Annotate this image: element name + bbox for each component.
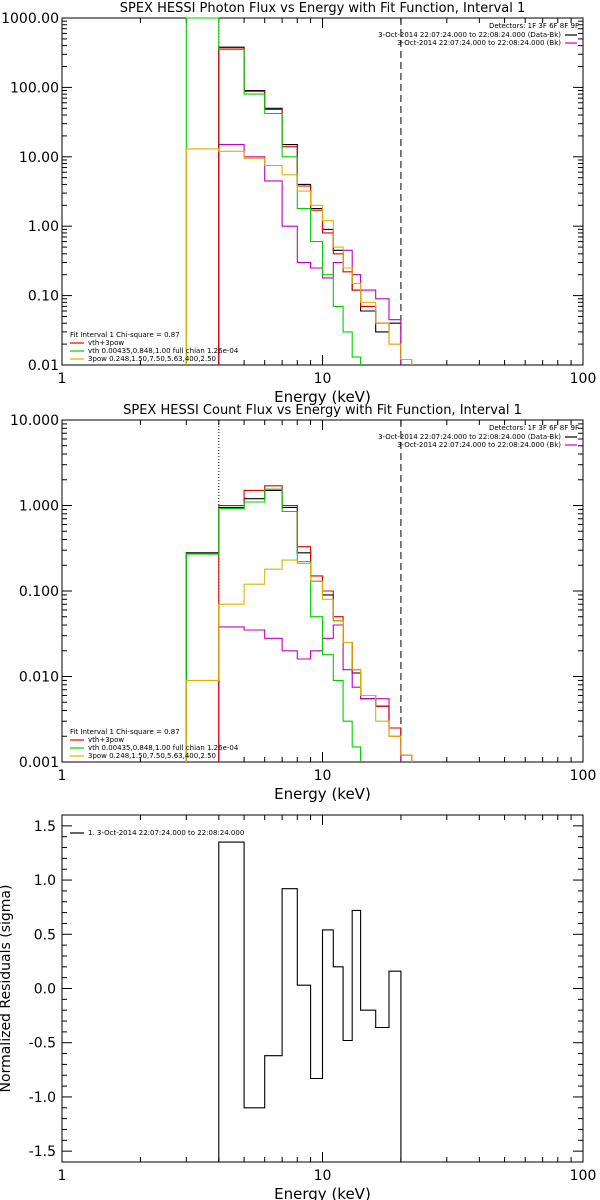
x-tick-label: 100 — [570, 1168, 597, 1184]
series-line-3 — [185, 17, 362, 365]
y-tick-label: -1.5 — [29, 1144, 56, 1160]
legend-top-entry: 3-Oct-2014 22:07:24.000 to 22:08:24.000 … — [378, 433, 561, 441]
x-tick-label: 10 — [314, 371, 332, 387]
plot-frame — [61, 17, 584, 366]
legend-entry: 1. 3-Oct-2014 22:07:24.000 to 22:08:24.0… — [88, 829, 244, 837]
x-tick-label: 1 — [58, 768, 67, 784]
y-tick-label: 0.010 — [19, 670, 59, 686]
legend-top-entry: 3-Oct-2014 22:07:24.000 to 22:08:24.000 … — [397, 441, 561, 449]
series-line-2 — [218, 47, 413, 365]
x-tick-label: 100 — [570, 768, 597, 784]
y-tick-label: 1.5 — [34, 819, 56, 835]
series-line-4 — [185, 148, 413, 365]
residuals-panel: 1 10 100 Energy (keV) 1.5 1.0 0.5 0.0 -0.5 -1.0 -1… — [0, 814, 597, 1200]
y-tick-label: 0.01 — [28, 358, 59, 374]
legend-bottom-entry: vth+3pow — [88, 736, 124, 744]
legend-bottom-entry: vth 0.00435,0.848,1.00 full chian 1.26e-… — [88, 744, 239, 752]
x-tick-label: 10 — [314, 1168, 332, 1184]
series-line-3 — [185, 488, 362, 762]
chart-title: SPEX HESSI Count Flux vs Energy with Fit… — [123, 403, 522, 418]
y-tick-label: 0.10 — [28, 289, 59, 305]
y-tick-label: 0.100 — [19, 584, 59, 600]
series-line-0 — [218, 841, 402, 1162]
y-tick-label: 0.5 — [34, 927, 56, 943]
x-tick-label: 1 — [58, 371, 67, 387]
legend-top-header: Detectors: 1F 3F 6F 8F 9F — [489, 424, 579, 432]
legend-bottom-header: Fit Interval 1 Chi-square = 0.87 — [70, 728, 180, 736]
legend-top-header: Detectors: 1F 3F 6F 8F 9F — [489, 22, 579, 30]
series-line-1 — [218, 144, 402, 365]
y-tick-label: 0.0 — [34, 982, 56, 998]
photon-flux-panel: SPEX HESSI Photon Flux vs Energy with Fi… — [1, 1, 596, 406]
x-axis-label: Energy (keV) — [274, 388, 371, 406]
y-tick-label: 10.000 — [10, 413, 59, 429]
y-tick-label: -0.5 — [29, 1036, 56, 1052]
y-tick-label: 1.0 — [34, 873, 56, 889]
chart-title: SPEX HESSI Photon Flux vs Energy with Fi… — [120, 1, 526, 16]
legend-bottom-entry: 3pow 0.248,1.50,7.50,5.63,400,2.50 — [88, 752, 216, 760]
legend-top-entry: 3-Oct-2014 22:07:24.000 to 22:08:24.000 … — [378, 31, 561, 39]
legend-bottom-entry: vth 0.00435,0.848,1.00 full chian 1.26e-… — [88, 347, 239, 355]
series-line-4 — [185, 559, 413, 762]
x-tick-label: 100 — [570, 371, 597, 387]
series-line-1 — [218, 624, 402, 762]
y-tick-label: 1.000 — [19, 499, 59, 515]
y-tick-label: 0.001 — [19, 755, 59, 771]
x-axis-label: Energy (keV) — [274, 1185, 371, 1200]
series-line-2 — [218, 485, 413, 762]
y-tick-label: 1.00 — [28, 219, 59, 235]
x-tick-label: 10 — [314, 768, 332, 784]
y-tick-label: 100.00 — [10, 80, 59, 96]
x-axis-label: Energy (keV) — [274, 785, 371, 803]
y-axis-label: Normalized Residuals (sigma) — [0, 885, 14, 1093]
x-tick-label: 1 — [58, 1168, 67, 1184]
y-tick-label: 10.00 — [19, 150, 59, 166]
y-tick-label: -1.0 — [29, 1090, 56, 1106]
legend-bottom-entry: vth+3pow — [88, 339, 124, 347]
legend-top-entry: 3-Oct-2014 22:07:24.000 to 22:08:24.000 … — [397, 39, 561, 47]
count-flux-panel: SPEX HESSI Count Flux vs Energy with Fit… — [10, 403, 596, 803]
y-tick-label: 1000.00 — [1, 11, 59, 27]
legend-bottom-header: Fit Interval 1 Chi-square = 0.87 — [70, 331, 180, 339]
legend-bottom-entry: 3pow 0.248,1.50,7.50,5.63,400,2.50 — [88, 355, 216, 363]
series-line-0 — [218, 46, 402, 365]
